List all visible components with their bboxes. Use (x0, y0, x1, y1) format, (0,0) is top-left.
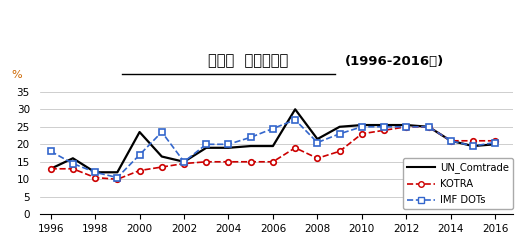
Legend: UN_Comtrade, KOTRA, IMF DOTs: UN_Comtrade, KOTRA, IMF DOTs (403, 158, 513, 209)
Text: 북한의  수입진입률: 북한의 수입진입률 (208, 53, 288, 68)
Text: %: % (11, 70, 22, 80)
Text: (1996-2016년): (1996-2016년) (345, 55, 444, 68)
